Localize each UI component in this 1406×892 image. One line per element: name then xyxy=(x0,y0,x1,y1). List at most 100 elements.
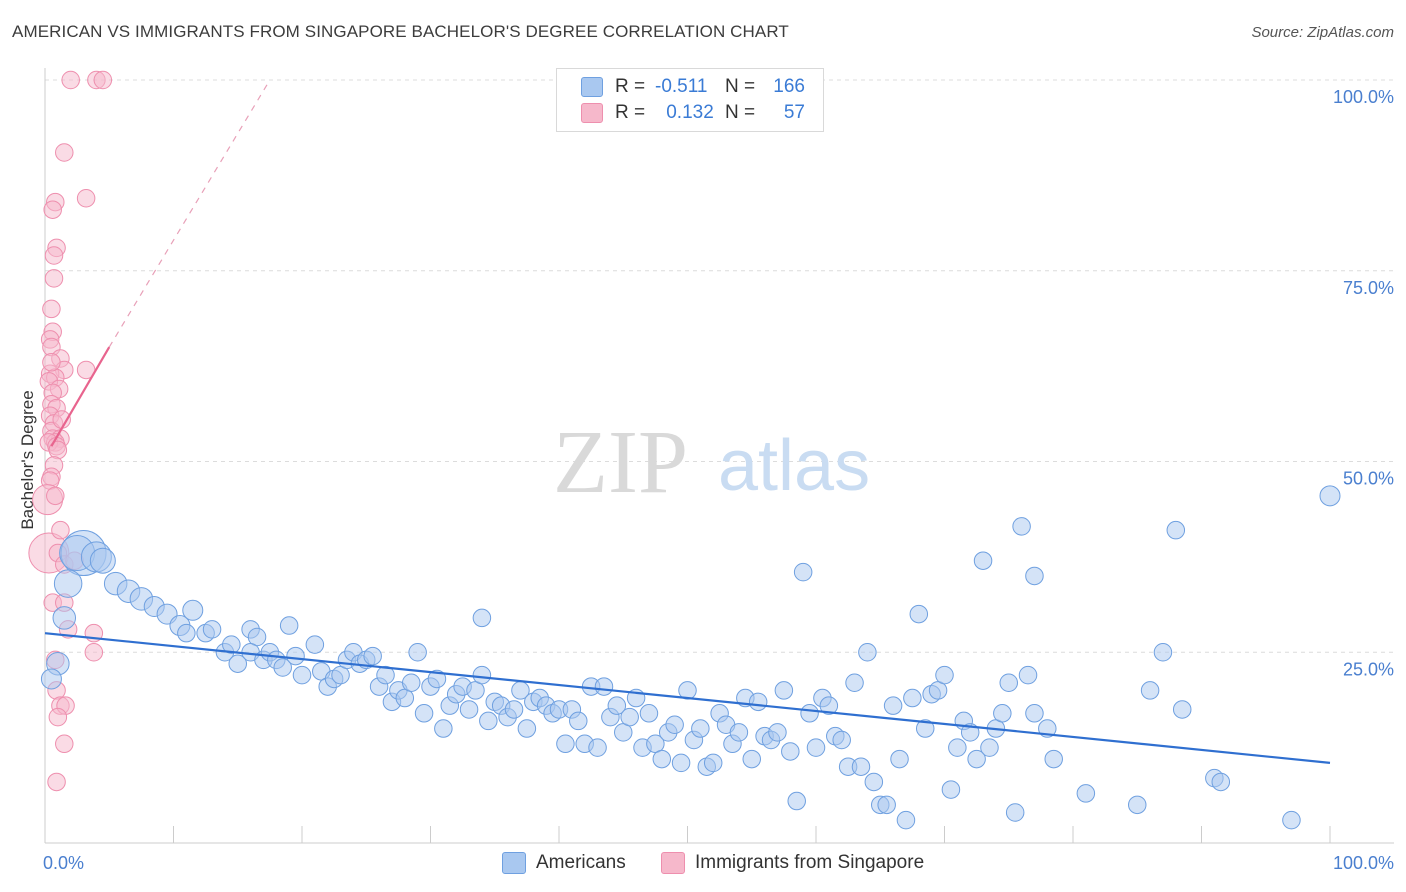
data-point xyxy=(980,738,999,757)
legend-label-americans: Americans xyxy=(536,852,626,873)
data-point xyxy=(703,753,723,773)
legend-swatch-americans xyxy=(502,852,526,874)
data-point xyxy=(305,635,325,654)
y-tick-label: 25.0% xyxy=(1343,659,1394,679)
data-point xyxy=(1140,681,1160,700)
data-point xyxy=(832,730,851,750)
data-point xyxy=(903,688,922,708)
series-americans xyxy=(40,485,1341,830)
data-point xyxy=(479,711,498,731)
y-tick-label: 100.0% xyxy=(1333,87,1394,107)
data-point xyxy=(427,669,447,689)
data-point xyxy=(1172,700,1192,719)
data-point xyxy=(1282,810,1301,830)
data-point xyxy=(594,677,614,696)
data-point xyxy=(53,569,83,598)
data-point xyxy=(1076,784,1096,803)
data-point xyxy=(48,707,68,727)
data-point xyxy=(999,673,1018,693)
data-point xyxy=(401,673,421,693)
trend-line xyxy=(44,632,1331,764)
data-point xyxy=(781,742,800,761)
data-point xyxy=(800,704,819,723)
data-point xyxy=(76,189,96,208)
data-point xyxy=(46,486,65,506)
gridlines xyxy=(45,79,1394,653)
data-point xyxy=(864,772,884,792)
data-point xyxy=(517,719,537,738)
data-point xyxy=(620,707,639,727)
data-point xyxy=(1044,749,1063,769)
data-point xyxy=(774,681,794,700)
data-point xyxy=(61,70,80,90)
data-point xyxy=(768,723,787,742)
legend-label-singapore: Immigrants from Singapore xyxy=(695,852,925,873)
x-tick-label: 0.0% xyxy=(43,853,84,873)
data-point xyxy=(793,562,813,582)
data-point xyxy=(909,604,929,624)
data-point xyxy=(93,70,113,90)
legend-item-americans[interactable]: Americans xyxy=(502,852,626,874)
data-point xyxy=(883,696,903,715)
stats-r-value: -0.511 xyxy=(655,76,708,97)
data-point xyxy=(941,780,961,799)
data-point xyxy=(286,646,305,666)
data-point xyxy=(40,668,62,690)
data-point xyxy=(877,795,896,815)
data-point xyxy=(973,551,993,570)
stats-n-label: N = xyxy=(725,102,756,123)
trend-lines xyxy=(44,79,1331,764)
data-point xyxy=(472,665,492,685)
stats-n-value: 57 xyxy=(783,102,805,123)
data-point xyxy=(408,643,427,662)
data-point xyxy=(177,623,196,643)
data-point xyxy=(569,711,588,731)
stats-r-value: 0.132 xyxy=(666,102,714,123)
data-point xyxy=(44,246,64,265)
stats-r-label: R = xyxy=(615,102,646,123)
data-point xyxy=(851,757,871,776)
stats-r-label: R = xyxy=(615,76,646,97)
data-point xyxy=(639,704,659,723)
data-point xyxy=(472,608,492,628)
y-tick-label: 50.0% xyxy=(1343,469,1394,489)
stats-swatch-americans xyxy=(581,77,603,97)
data-point xyxy=(89,547,116,574)
legend-item-singapore[interactable]: Immigrants from Singapore xyxy=(661,852,924,874)
chart-source: Source: ZipAtlas.com xyxy=(1251,24,1394,41)
legend-swatch-singapore xyxy=(661,852,685,874)
stats-row-singapore: R = 0.132 N = 57 xyxy=(581,101,805,125)
data-point xyxy=(993,704,1012,723)
data-point xyxy=(182,599,204,621)
data-point xyxy=(279,616,299,635)
watermark-atlas: atlas xyxy=(718,426,870,506)
data-point xyxy=(915,719,935,738)
data-point xyxy=(459,700,479,719)
data-point xyxy=(1319,485,1341,507)
data-point xyxy=(84,643,104,662)
data-point xyxy=(504,700,524,719)
data-point xyxy=(896,810,916,830)
trend-line xyxy=(50,346,111,447)
data-point xyxy=(414,704,434,723)
data-point xyxy=(376,665,395,685)
data-point xyxy=(42,299,61,319)
data-point xyxy=(556,734,575,754)
data-point xyxy=(434,719,453,738)
watermark-zip: ZIP xyxy=(553,413,688,512)
data-point xyxy=(935,665,954,685)
data-point xyxy=(967,749,986,769)
data-point xyxy=(948,738,967,757)
data-point xyxy=(292,665,312,685)
y-tick-label: 75.0% xyxy=(1343,278,1394,298)
data-point xyxy=(691,719,710,738)
tick-labels: 25.0% 50.0% 75.0% 100.0% 0.0% 100.0% xyxy=(43,87,1394,873)
data-points xyxy=(28,70,1341,830)
data-point xyxy=(363,646,382,666)
data-point xyxy=(47,772,66,792)
data-point xyxy=(607,696,627,715)
data-point xyxy=(1012,517,1031,536)
data-point xyxy=(1211,772,1231,792)
data-point xyxy=(588,738,607,757)
